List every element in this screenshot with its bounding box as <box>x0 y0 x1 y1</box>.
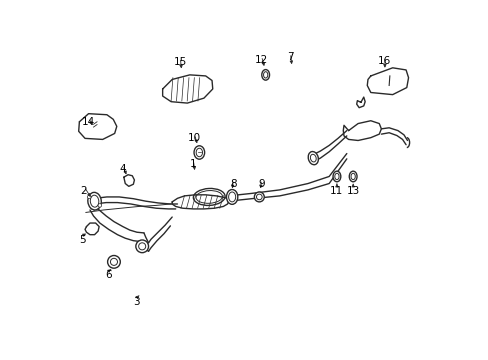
Ellipse shape <box>90 195 99 207</box>
Circle shape <box>256 194 262 200</box>
Ellipse shape <box>332 171 340 182</box>
Text: 15: 15 <box>173 57 186 67</box>
Ellipse shape <box>263 72 267 78</box>
Text: 13: 13 <box>346 186 359 196</box>
Text: 4: 4 <box>119 165 126 174</box>
Ellipse shape <box>334 173 338 180</box>
Polygon shape <box>123 175 134 186</box>
Polygon shape <box>163 75 212 103</box>
Polygon shape <box>172 195 229 209</box>
Text: 1: 1 <box>190 159 196 169</box>
Ellipse shape <box>350 173 355 180</box>
Polygon shape <box>85 223 99 235</box>
Ellipse shape <box>194 146 204 159</box>
Text: 10: 10 <box>187 133 201 143</box>
Circle shape <box>136 240 148 253</box>
Ellipse shape <box>193 188 224 206</box>
Ellipse shape <box>88 192 101 210</box>
Ellipse shape <box>310 154 316 162</box>
Text: 3: 3 <box>133 297 140 307</box>
Ellipse shape <box>196 190 222 203</box>
Ellipse shape <box>228 192 235 202</box>
Text: 9: 9 <box>258 179 264 189</box>
Circle shape <box>254 192 264 202</box>
Text: 5: 5 <box>79 235 85 245</box>
Text: 16: 16 <box>378 56 391 66</box>
Ellipse shape <box>307 152 318 165</box>
Text: 8: 8 <box>229 179 236 189</box>
Text: 14: 14 <box>82 117 95 127</box>
Text: 7: 7 <box>286 52 293 62</box>
Text: 11: 11 <box>329 186 343 196</box>
Polygon shape <box>343 121 381 140</box>
Text: 6: 6 <box>105 270 112 280</box>
Polygon shape <box>79 114 117 139</box>
Ellipse shape <box>226 189 237 204</box>
Text: 12: 12 <box>254 55 267 65</box>
Ellipse shape <box>261 69 269 80</box>
Ellipse shape <box>348 171 356 182</box>
Circle shape <box>107 256 120 268</box>
Circle shape <box>110 258 117 265</box>
Circle shape <box>139 243 145 250</box>
Circle shape <box>98 204 102 207</box>
Text: 2: 2 <box>81 186 87 195</box>
Ellipse shape <box>196 148 202 157</box>
Circle shape <box>87 195 91 199</box>
Polygon shape <box>366 68 407 95</box>
